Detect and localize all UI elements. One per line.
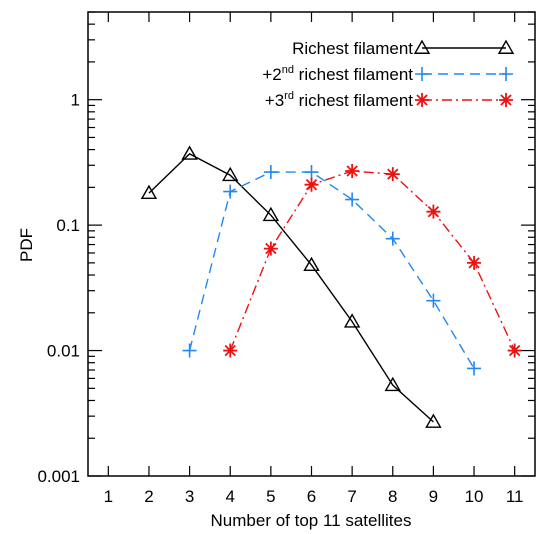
y-tick-label: 0.001 xyxy=(37,467,80,486)
marker-triangle xyxy=(497,39,515,54)
x-tick-label: 1 xyxy=(104,487,113,506)
marker-asterisk xyxy=(385,167,400,182)
x-tick-label: 8 xyxy=(388,487,397,506)
marker-triangle xyxy=(413,39,431,54)
x-tick-label: 6 xyxy=(307,487,316,506)
marker-plus xyxy=(263,165,278,180)
marker-asterisk xyxy=(304,177,319,192)
series xyxy=(182,165,482,376)
marker-plus xyxy=(223,184,238,199)
x-tick-label: 3 xyxy=(185,487,194,506)
x-tick-labels: 1 2 3 4 5 6 7 8 9 10 11 xyxy=(104,487,524,506)
axis-ticks xyxy=(88,11,535,477)
x-tick-label: 11 xyxy=(506,487,524,506)
marker-plus xyxy=(467,361,482,376)
series-line xyxy=(229,170,516,351)
marker-plus xyxy=(182,343,197,358)
marker-triangle xyxy=(425,413,442,428)
series-layer xyxy=(140,145,522,428)
marker-asterisk xyxy=(345,164,360,179)
marker-triangle xyxy=(181,145,198,160)
marker-asterisk xyxy=(263,241,278,256)
y-tick-label: 0.1 xyxy=(56,216,80,235)
marker-triangle xyxy=(343,313,361,328)
marker-plus xyxy=(499,67,513,81)
legend-label: +2nd richest filament xyxy=(262,64,413,84)
y-tick-label: 0.01 xyxy=(47,342,80,361)
legend-label: Richest filament xyxy=(292,39,413,58)
marker-triangle xyxy=(140,184,158,200)
x-tick-label: 7 xyxy=(347,487,356,506)
marker-triangle xyxy=(384,376,401,392)
x-tick-label: 10 xyxy=(465,487,484,506)
marker-triangle xyxy=(303,256,320,272)
marker-asterisk xyxy=(507,343,522,358)
marker-plus xyxy=(385,231,400,246)
y-tick-labels: 0.001 0.01 0.1 1 xyxy=(37,91,80,486)
x-tick-label: 4 xyxy=(225,487,234,506)
y-tick-label: 1 xyxy=(71,91,80,110)
marker-triangle xyxy=(222,166,239,182)
x-tick-label: 5 xyxy=(266,487,275,506)
marker-asterisk xyxy=(499,93,513,107)
series xyxy=(223,164,522,358)
x-tick-label: 9 xyxy=(429,487,438,506)
x-axis-label: Number of top 11 satellites xyxy=(211,511,412,530)
marker-plus xyxy=(415,67,429,81)
marker-asterisk xyxy=(467,255,482,270)
marker-asterisk xyxy=(426,204,441,219)
marker-plus xyxy=(426,293,441,308)
marker-plus xyxy=(304,165,319,180)
series-line xyxy=(188,171,475,369)
legend-label: +3rd richest filament xyxy=(265,90,413,110)
y-axis-label: PDF xyxy=(17,228,36,262)
marker-triangle xyxy=(262,206,280,222)
marker-asterisk xyxy=(415,93,429,107)
x-tick-label: 2 xyxy=(144,487,153,506)
marker-plus xyxy=(345,192,360,207)
legend: Richest filament +2nd richest filament +3r… xyxy=(262,39,515,110)
series xyxy=(140,145,442,428)
marker-asterisk xyxy=(223,343,238,358)
